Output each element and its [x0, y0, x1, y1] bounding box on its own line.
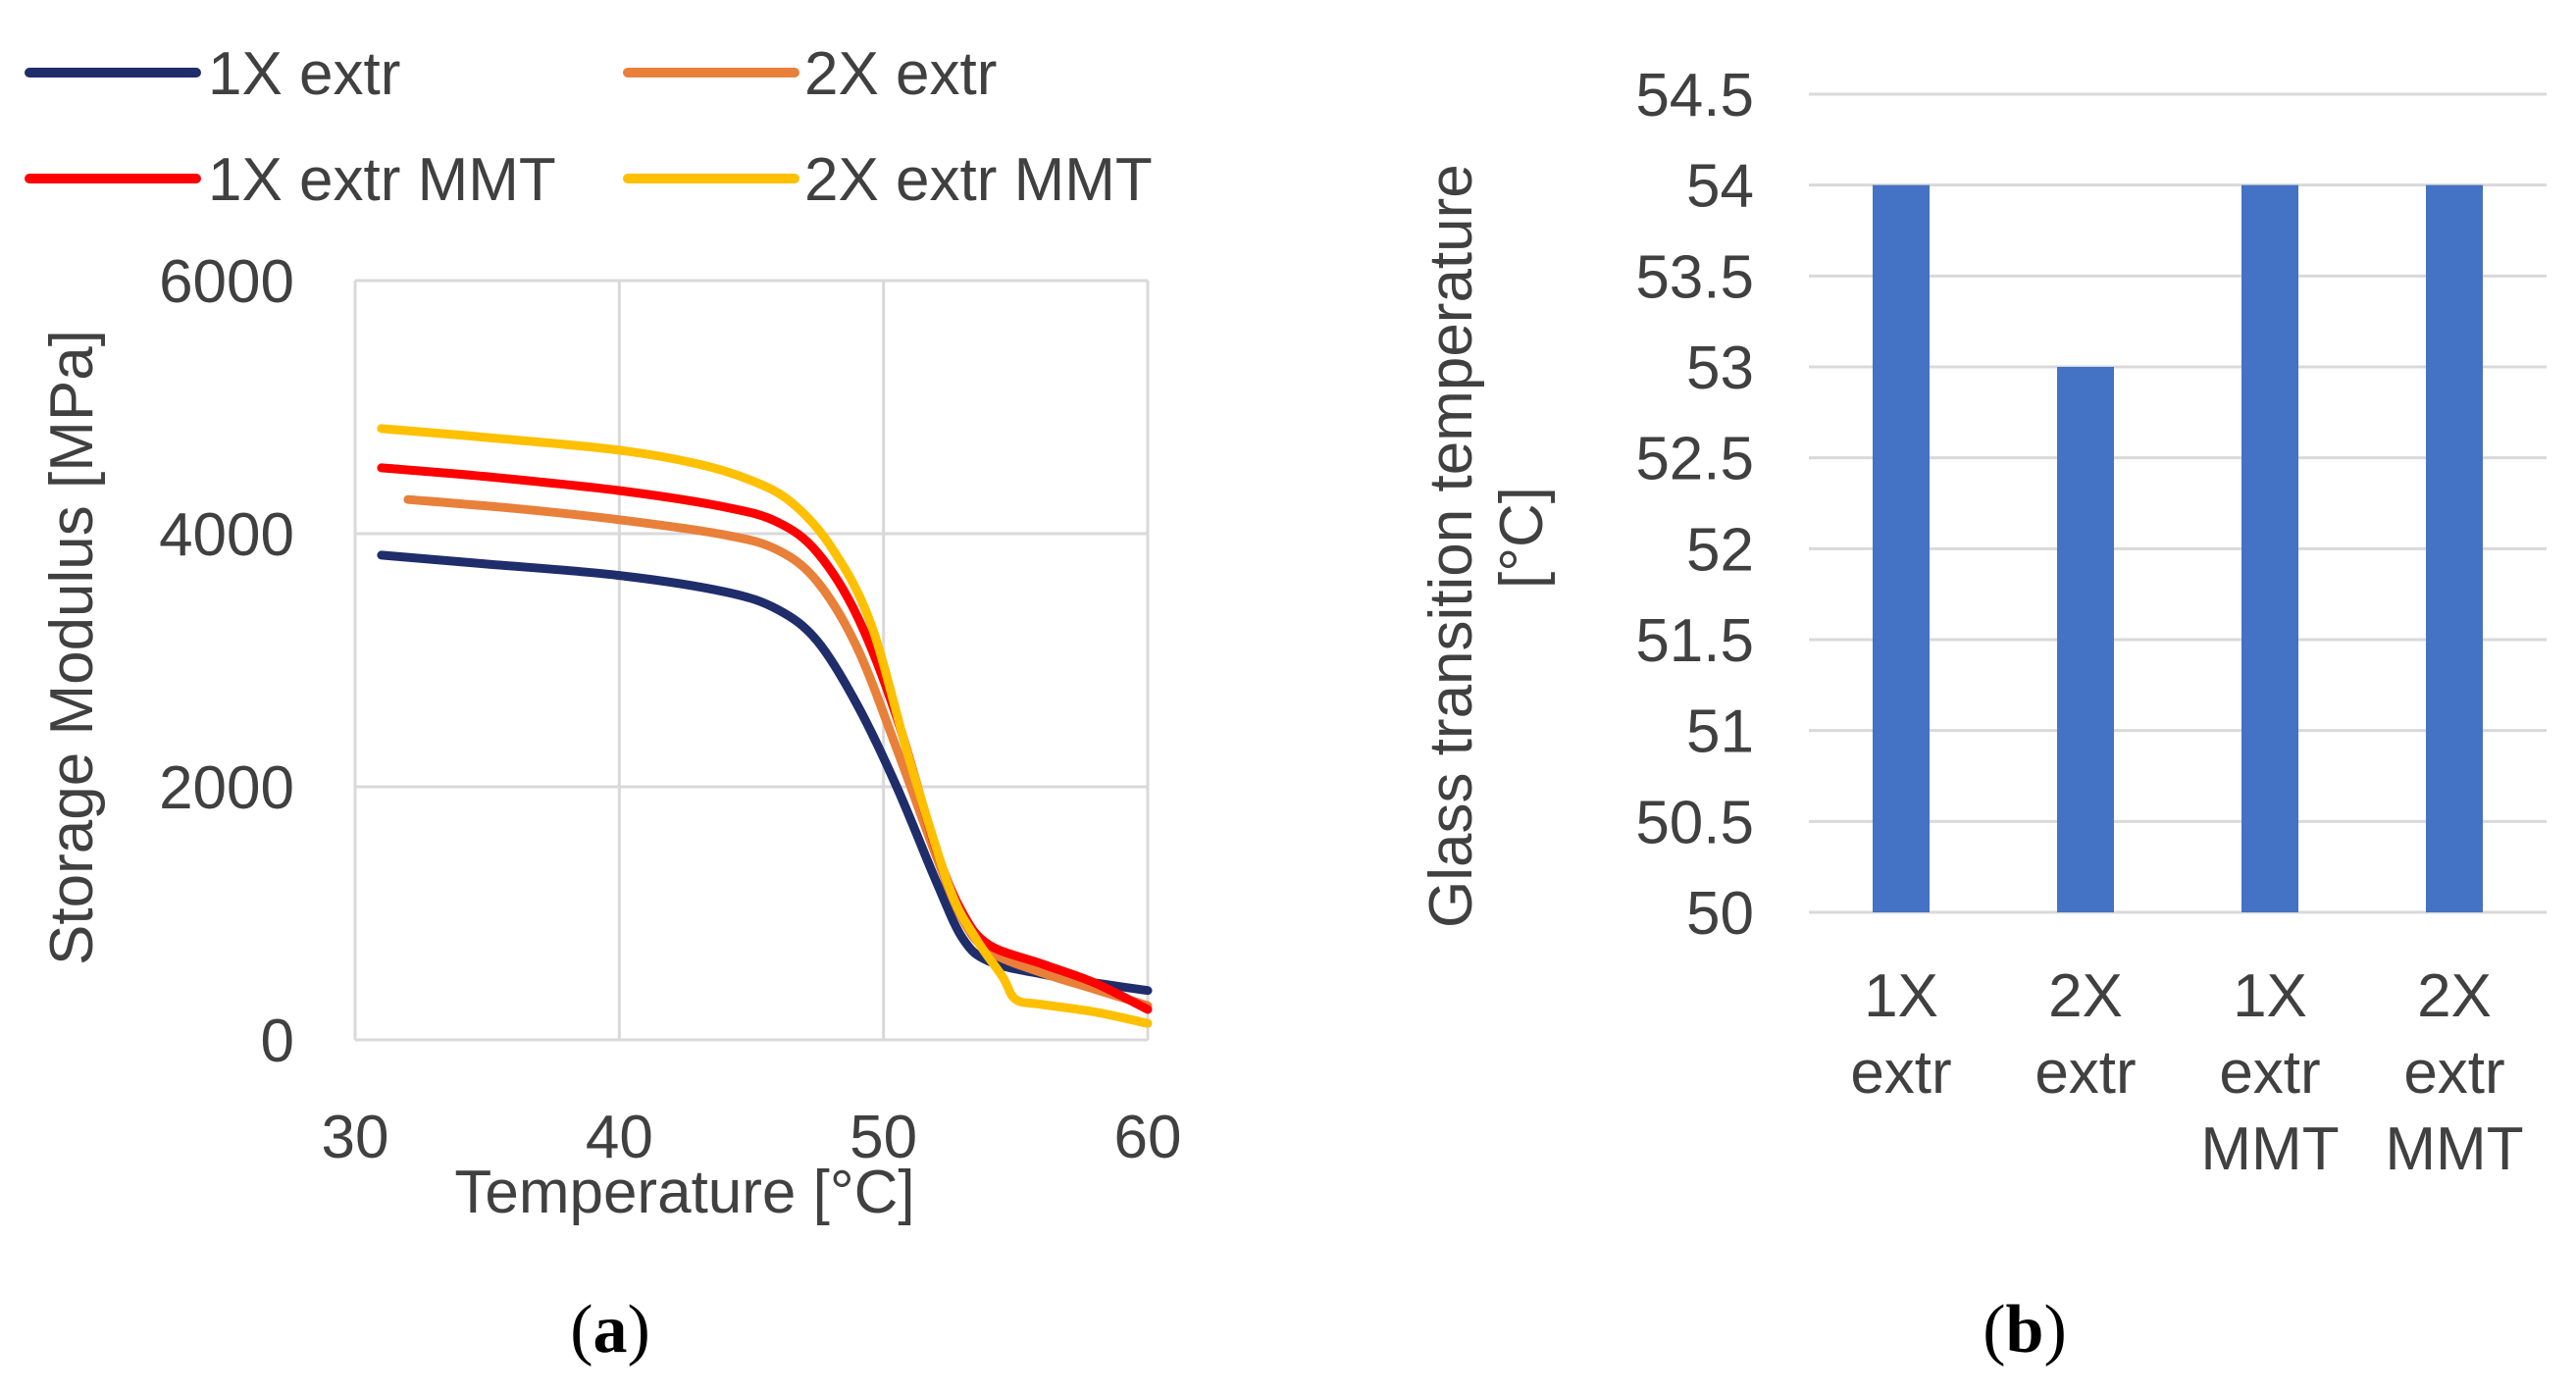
chart-b-y-tick-label: 50.5 [1635, 789, 1754, 856]
series-line-2x-extr-mmt [377, 424, 1153, 1028]
chart-a-y-tick-label: 4000 [159, 501, 294, 569]
chart-b-y-tick-label: 53 [1686, 335, 1754, 402]
chart-b-category-label: 1X extr [1850, 962, 1951, 1107]
chart-b-y-axis-title-line-1: Glass transition temperature [1417, 164, 1485, 928]
series-line-1x-extr [377, 550, 1153, 996]
chart-b-y-axis-title-line-2: [°C] [1488, 487, 1556, 589]
chart-a-y-tick-label: 0 [261, 1008, 294, 1075]
series-line-1x-extr-mmt [377, 463, 1153, 1014]
chart-a-y-axis-title: Storage Modulus [MPa] [38, 330, 106, 965]
chart-b-y-tick-label: 51.5 [1635, 607, 1754, 675]
chart-b-y-tick-label: 52.5 [1635, 426, 1754, 493]
caption-a: (a) [570, 1292, 650, 1368]
bar-2x-extr [2057, 367, 2114, 912]
chart-a-x-tick-label: 30 [322, 1104, 389, 1171]
chart-b-y-tick-label: 50 [1686, 880, 1754, 948]
bar-1x-extr [1873, 184, 1930, 912]
chart-a-legend: 1X extr 2X extr 1X extr MMT 2X extr MMT [25, 40, 1153, 214]
chart-b-y-tick-label: 51 [1686, 698, 1754, 766]
chart-b-category-label: 2X extr MMT [2385, 962, 2523, 1183]
chart-b-tick-labels: 50 50.5 51 51.5 52 52.5 53 53.5 54 54.5 1X extr 2X ex… [1635, 62, 2523, 1183]
chart-a-x-tick-label: 40 [586, 1104, 653, 1171]
legend-label-2x-extr: 2X extr [804, 40, 997, 108]
chart-b-y-tick-label: 53.5 [1635, 243, 1754, 311]
chart-b-y-axis-title: Glass transition temperature [°C] [1417, 147, 1556, 928]
legend-label-1x-extr-mmt: 1X extr MMT [208, 146, 556, 214]
chart-a-y-tick-label: 2000 [159, 754, 294, 822]
caption-b: (b) [1983, 1292, 2067, 1368]
glass-transition-bar-chart: 50 50.5 51 51.5 52 52.5 53 53.5 54 54.5 1X extr 2X ex… [1417, 62, 2547, 1368]
chart-b-gridlines [1809, 92, 2547, 914]
chart-b-y-tick-label: 54 [1686, 153, 1754, 221]
chart-b-y-tick-label: 54.5 [1635, 62, 1754, 129]
chart-a-series-lines [377, 424, 1153, 1028]
chart-a-gridlines [353, 279, 1150, 1042]
series-line-2x-extr [403, 494, 1153, 1010]
chart-b-category-label: 1X extr MMT [2200, 962, 2339, 1183]
chart-a-x-axis-title: Temperature [°C] [454, 1159, 914, 1226]
chart-b-bars [1873, 184, 2483, 912]
bar-2x-extr-mmt [2426, 184, 2483, 912]
chart-b-category-label: 2X extr [2035, 962, 2136, 1107]
storage-modulus-line-chart: 0 2000 4000 6000 30 40 50 60 1X extr 2X extr 1X… [25, 40, 1181, 1368]
legend-label-1x-extr: 1X extr [208, 40, 400, 108]
chart-a-x-tick-label: 60 [1114, 1104, 1182, 1171]
chart-a-tick-labels: 0 2000 4000 6000 30 40 50 60 [159, 248, 1181, 1171]
bar-1x-extr-mmt [2241, 184, 2298, 912]
chart-a-x-tick-label: 50 [850, 1104, 917, 1171]
chart-a-y-tick-label: 6000 [159, 248, 294, 316]
chart-b-y-tick-label: 52 [1686, 516, 1754, 584]
legend-label-2x-extr-mmt: 2X extr MMT [804, 146, 1153, 214]
